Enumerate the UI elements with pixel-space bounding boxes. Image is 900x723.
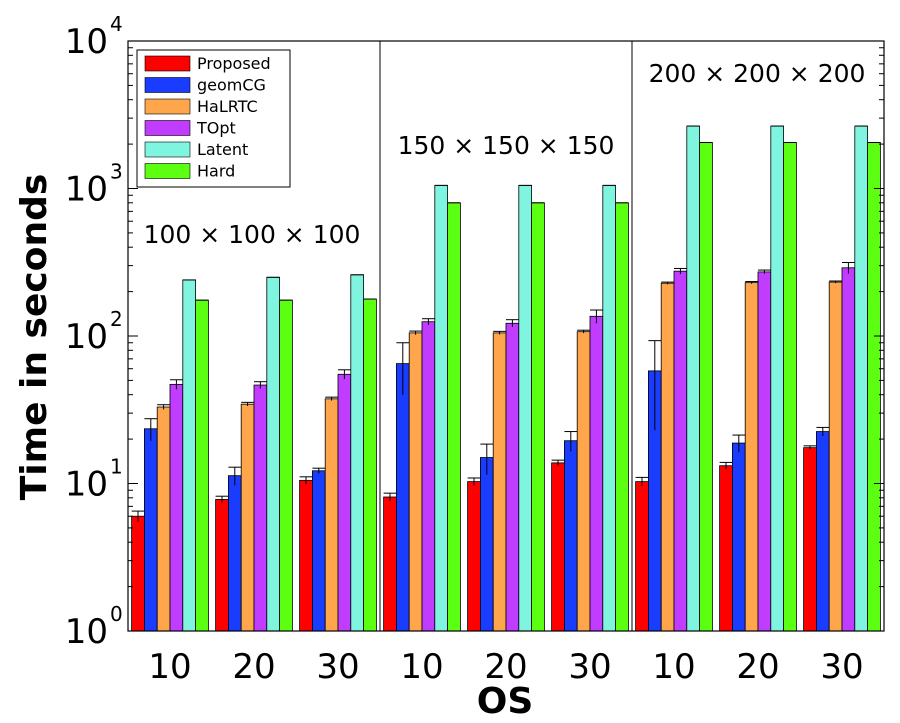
group-label: 200 × 200 × 200 [649, 59, 866, 88]
bar [867, 142, 881, 632]
bar [770, 125, 784, 632]
bar [240, 403, 255, 632]
bar [311, 470, 326, 632]
bar [156, 406, 171, 632]
bar [363, 298, 377, 632]
bar [492, 332, 507, 632]
bar [227, 475, 242, 632]
bar [576, 331, 591, 632]
bar [803, 447, 817, 632]
y-tick-label: 10 [65, 612, 108, 652]
bar [589, 315, 604, 632]
bar [447, 202, 461, 632]
x-tick-label: 20 [484, 647, 527, 687]
group-label: 100 × 100 × 100 [144, 220, 361, 249]
bar [350, 274, 364, 632]
y-tick-exponent: 3 [110, 160, 123, 184]
bar [383, 496, 397, 632]
y-tick-label: 10 [65, 22, 108, 62]
x-axis-label: OS [477, 681, 534, 722]
bar [421, 321, 436, 632]
bar [324, 398, 339, 632]
bar [828, 281, 843, 632]
bar [434, 184, 448, 632]
bar [505, 322, 520, 632]
bar [719, 465, 733, 632]
y-tick-label: 10 [65, 317, 108, 357]
bar [757, 271, 772, 632]
legend-label: geomCG [197, 76, 266, 95]
bar [266, 276, 280, 632]
bar [615, 202, 629, 632]
y-tick-label: 10 [65, 465, 108, 505]
bar [732, 442, 746, 632]
bar [564, 440, 578, 632]
bar [182, 279, 197, 632]
bar [337, 373, 352, 632]
group-label: 150 × 150 × 150 [398, 131, 615, 160]
bar [744, 282, 759, 632]
bar [854, 125, 868, 632]
y-axis-label: Time in seconds [14, 174, 55, 501]
x-tick-label: 20 [736, 647, 779, 687]
x-tick-label: 10 [148, 647, 191, 687]
bar [395, 363, 410, 632]
x-tick-label: 10 [400, 647, 443, 687]
x-tick-label: 30 [820, 647, 863, 687]
bar [169, 383, 184, 632]
legend-swatch [144, 55, 191, 72]
bar [299, 479, 313, 632]
y-tick-exponent: 1 [110, 455, 123, 479]
bar [551, 462, 565, 632]
bar [195, 299, 209, 632]
bar [518, 184, 532, 632]
y-tick-exponent: 0 [110, 602, 123, 626]
x-tick-label: 20 [232, 647, 275, 687]
bar-layer [131, 125, 881, 632]
bar [279, 299, 293, 632]
legend-label: Latent [197, 140, 248, 159]
bar [660, 282, 675, 632]
bar [408, 332, 423, 632]
bar [673, 270, 688, 632]
bar [699, 142, 713, 632]
bar [686, 125, 700, 632]
x-tick-label: 10 [652, 647, 695, 687]
bar [635, 481, 649, 632]
bar [816, 431, 830, 632]
y-tick-exponent: 2 [110, 307, 123, 331]
legend-swatch [144, 141, 191, 158]
legend-label: TOpt [196, 119, 236, 138]
bar [467, 481, 481, 632]
x-tick-label: 30 [316, 647, 359, 687]
x-tick-label: 30 [568, 647, 611, 687]
legend-swatch [144, 120, 191, 136]
bar [253, 384, 268, 632]
legend-label: Hard [197, 162, 235, 181]
bar [479, 457, 494, 632]
bar [143, 428, 158, 632]
y-tick-exponent: 4 [110, 12, 123, 36]
bar [215, 499, 229, 632]
bar [841, 267, 856, 632]
legend-label: Proposed [197, 54, 271, 73]
legend-swatch [144, 163, 191, 179]
legend-swatch [144, 98, 191, 115]
y-tick-label: 10 [65, 170, 108, 210]
legend: Proposed geomCG HaLRTC TOpt Latent Hard [136, 49, 291, 188]
legend-swatch [144, 77, 191, 93]
bar [602, 184, 616, 632]
bar [131, 515, 145, 632]
legend-label: HaLRTC [197, 97, 258, 116]
bar [531, 202, 545, 632]
bar [783, 142, 797, 632]
